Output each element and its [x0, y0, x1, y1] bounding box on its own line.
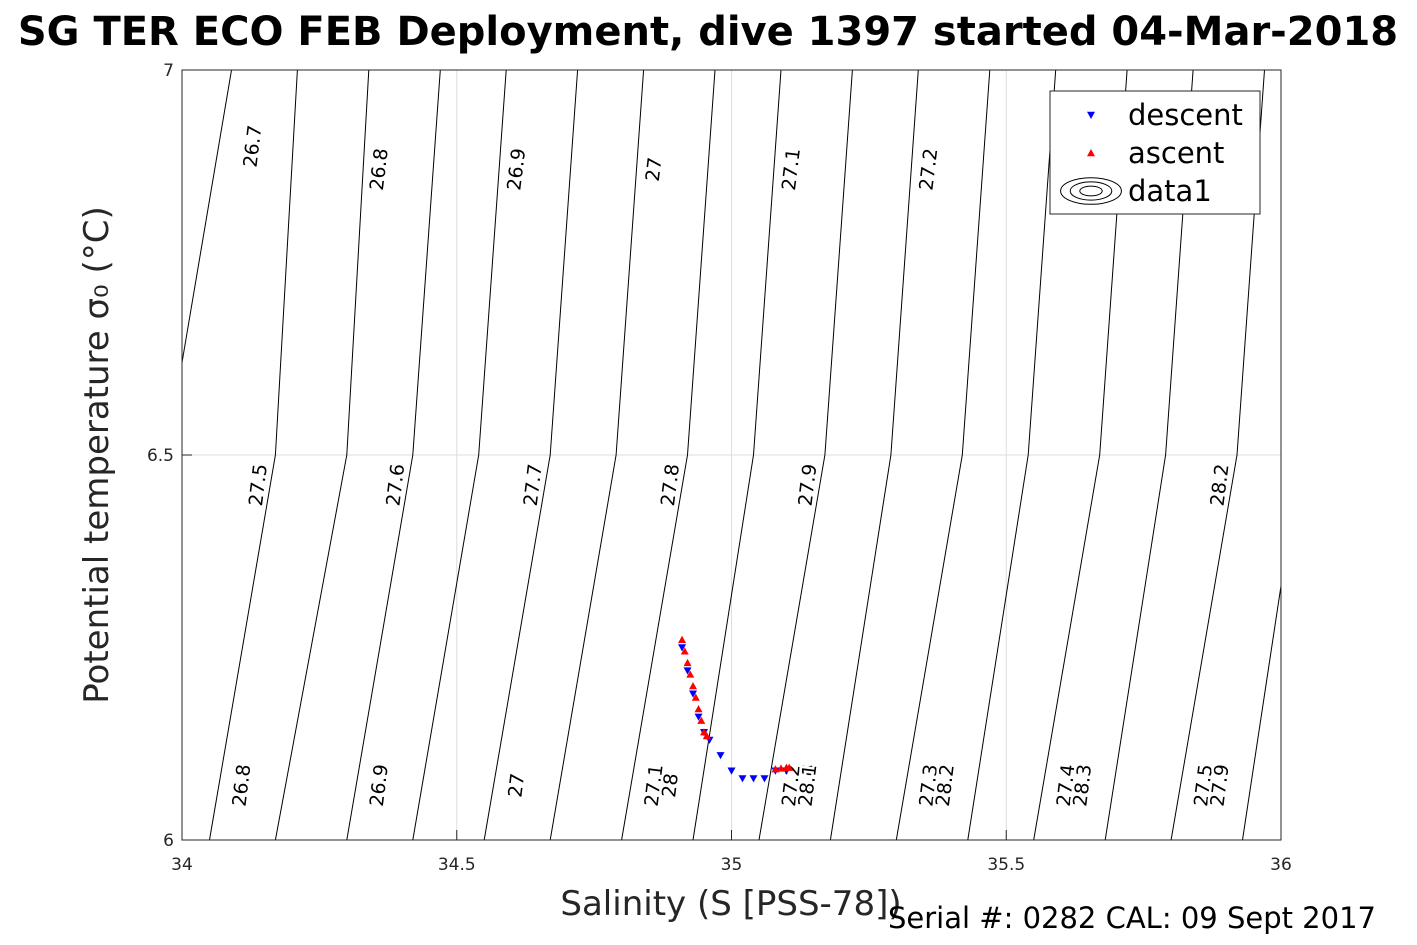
contour-label-2: 26.9: [503, 147, 530, 192]
ascent-point-6: [694, 705, 703, 713]
contour-label-23: 27.7: [932, 763, 959, 808]
descent-point-3: [694, 713, 703, 721]
legend-data1-label: data1: [1128, 174, 1212, 208]
contour-line-27.2: [483, 70, 579, 840]
contour-label-10: 27.7: [520, 463, 547, 508]
x-tick-label-36: 36: [1270, 855, 1292, 875]
contour-label-19: 27.3: [915, 763, 942, 808]
contour-line-27.1: [412, 70, 507, 840]
ascent-point-5: [691, 693, 700, 701]
contour-line-27.6: [758, 70, 853, 840]
descent-point-10: [760, 775, 769, 783]
legend-box: [1049, 90, 1261, 215]
contour-line-27.7: [829, 70, 919, 840]
x-tick-label-34: 34: [171, 855, 193, 875]
axis-ticks: 34 34.5 35 35.5 36 6 6.5 7: [147, 61, 1292, 875]
legend-ascent-marker: [1087, 149, 1095, 157]
ascent-point-7: [697, 716, 706, 724]
legend-ascent-label: ascent: [1128, 136, 1224, 170]
contour-line-27.5: [692, 70, 782, 840]
y-axis-label: Potential temperature σ₀ (°C): [77, 206, 117, 704]
ascent-point-2: [683, 658, 692, 667]
ascent-point-13: [785, 763, 794, 771]
chart-title: SG TER ECO FEB Deployment, dive 1397 sta…: [18, 9, 1398, 55]
contour-label-17: 27.1: [641, 763, 668, 808]
descent-point-6: [716, 752, 725, 760]
x-axis-label: Salinity (S [PSS-78]): [560, 884, 901, 924]
contour-line-28.3: [1242, 585, 1281, 840]
descent-point-9: [749, 775, 758, 783]
contour-label-26: 28: [658, 772, 683, 799]
ascent-point-4: [689, 682, 698, 690]
descent-point-8: [738, 775, 747, 783]
ascent-point-10: [771, 765, 780, 773]
descent-point-1: [683, 667, 692, 675]
x-tick-label-35.5: 35.5: [987, 855, 1025, 875]
contour-label-14: 26.8: [228, 763, 255, 808]
y-tick-label-7: 7: [163, 61, 174, 81]
y-tick-label-6.5: 6.5: [147, 446, 174, 466]
contour-line-27.9: [967, 70, 1057, 840]
ascent-point-11: [776, 764, 785, 772]
descent-point-0: [678, 644, 687, 652]
ascent-point-0: [678, 635, 687, 643]
contour-line-27.4: [621, 70, 716, 840]
contour-line-27.0: [346, 70, 441, 840]
legend-contour-icon-ring-2: [1079, 185, 1103, 197]
descent-point-7: [727, 767, 736, 775]
x-tick-label-34.5: 34.5: [438, 855, 476, 875]
descent-point-2: [689, 690, 698, 698]
x-tick-label-35: 35: [721, 855, 743, 875]
legend-contour-icon-ring-1: [1069, 181, 1113, 201]
contour-label-21: 27.5: [1190, 763, 1217, 808]
contour-line-26.9: [274, 70, 370, 840]
legend-descent-label: descent: [1128, 98, 1243, 132]
serial-cal-footer: Serial #: 0282 CAL: 09 Sept 2017: [888, 901, 1376, 935]
y-tick-label-6: 6: [163, 831, 174, 851]
contour-label-3: 27: [642, 156, 667, 183]
contour-line-26.7: [182, 70, 232, 363]
legend: descent ascent data1: [1049, 90, 1261, 215]
ascent-point-1: [680, 647, 689, 655]
legend-contour-icon-ring-0: [1060, 177, 1122, 205]
contour-line-26.8: [209, 70, 298, 840]
contour-label-24: 27.8: [1069, 763, 1096, 808]
ascent-point-3: [686, 670, 695, 678]
profile-series: [678, 635, 794, 783]
legend-descent-marker: [1087, 111, 1095, 119]
contour-label-16: 27: [504, 772, 529, 799]
contour-line-27.3: [549, 70, 645, 840]
contour-line-27.8: [895, 70, 991, 840]
ascent-point-9: [702, 732, 711, 740]
